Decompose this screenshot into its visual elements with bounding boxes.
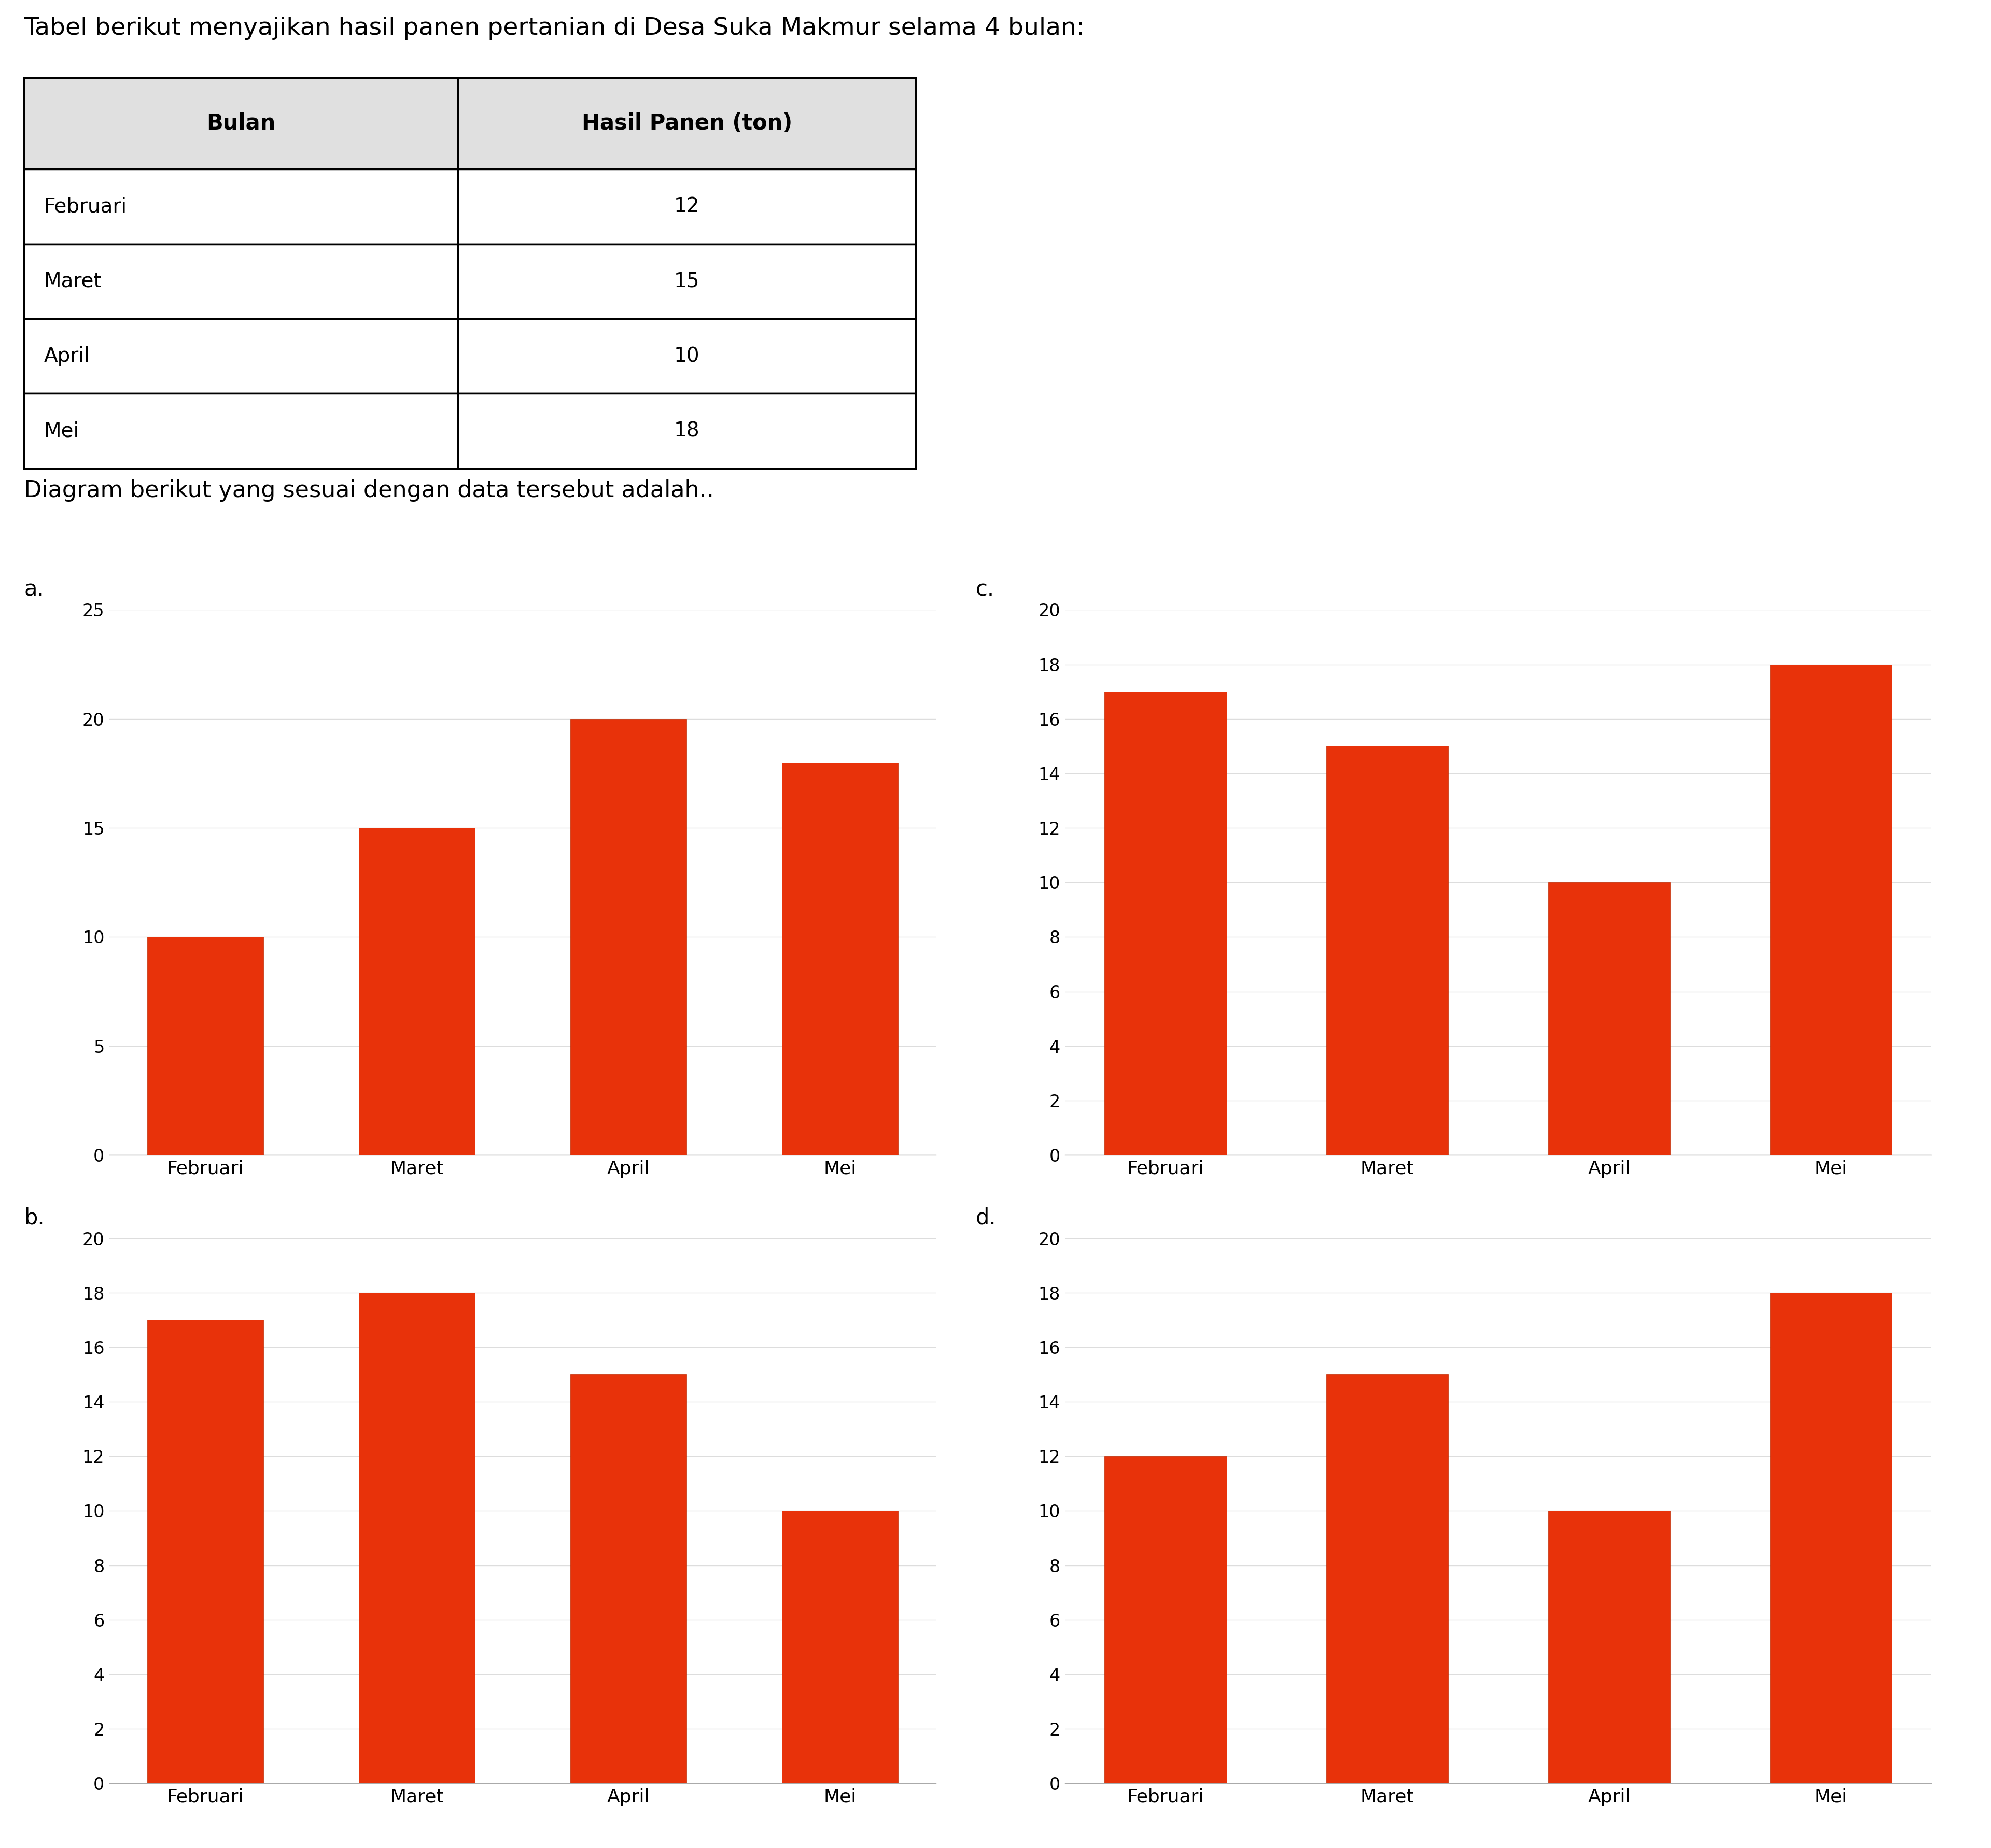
Text: Bulan: Bulan (207, 113, 275, 135)
Text: Tabel berikut menyajikan hasil panen pertanian di Desa Suka Makmur selama 4 bula: Tabel berikut menyajikan hasil panen per… (24, 17, 1085, 41)
Text: Hasil Panen (ton): Hasil Panen (ton) (581, 113, 792, 135)
Text: Februari: Februari (44, 196, 127, 216)
Text: 10: 10 (675, 346, 699, 366)
Bar (1549, 883, 1670, 1155)
Bar (1770, 1294, 1891, 1783)
FancyBboxPatch shape (458, 78, 916, 170)
Text: Mei: Mei (44, 421, 80, 442)
Text: a.: a. (24, 578, 44, 601)
Bar (147, 1319, 263, 1783)
Text: April: April (44, 346, 90, 366)
FancyBboxPatch shape (24, 170, 458, 244)
Bar (1105, 1456, 1226, 1783)
Text: 12: 12 (675, 196, 699, 216)
Bar (1326, 1375, 1447, 1783)
FancyBboxPatch shape (458, 394, 916, 468)
FancyBboxPatch shape (24, 244, 458, 318)
FancyBboxPatch shape (24, 78, 458, 170)
Text: 15: 15 (675, 272, 699, 292)
Bar (569, 1375, 687, 1783)
Bar (1326, 747, 1447, 1155)
FancyBboxPatch shape (24, 318, 458, 394)
Text: d.: d. (976, 1207, 995, 1229)
Bar (782, 1512, 898, 1783)
Text: Diagram berikut yang sesuai dengan data tersebut adalah..: Diagram berikut yang sesuai dengan data … (24, 480, 715, 503)
Text: b.: b. (24, 1207, 44, 1229)
Bar (569, 719, 687, 1155)
FancyBboxPatch shape (458, 244, 916, 318)
Text: c.: c. (976, 578, 994, 601)
Bar (358, 1294, 476, 1783)
Bar (782, 763, 898, 1155)
Text: 18: 18 (675, 421, 699, 442)
FancyBboxPatch shape (24, 394, 458, 468)
Text: Maret: Maret (44, 272, 102, 292)
Bar (358, 828, 476, 1155)
FancyBboxPatch shape (458, 170, 916, 244)
Bar (1770, 665, 1891, 1155)
FancyBboxPatch shape (458, 318, 916, 394)
Bar (147, 937, 263, 1155)
Bar (1549, 1512, 1670, 1783)
Bar (1105, 691, 1226, 1155)
